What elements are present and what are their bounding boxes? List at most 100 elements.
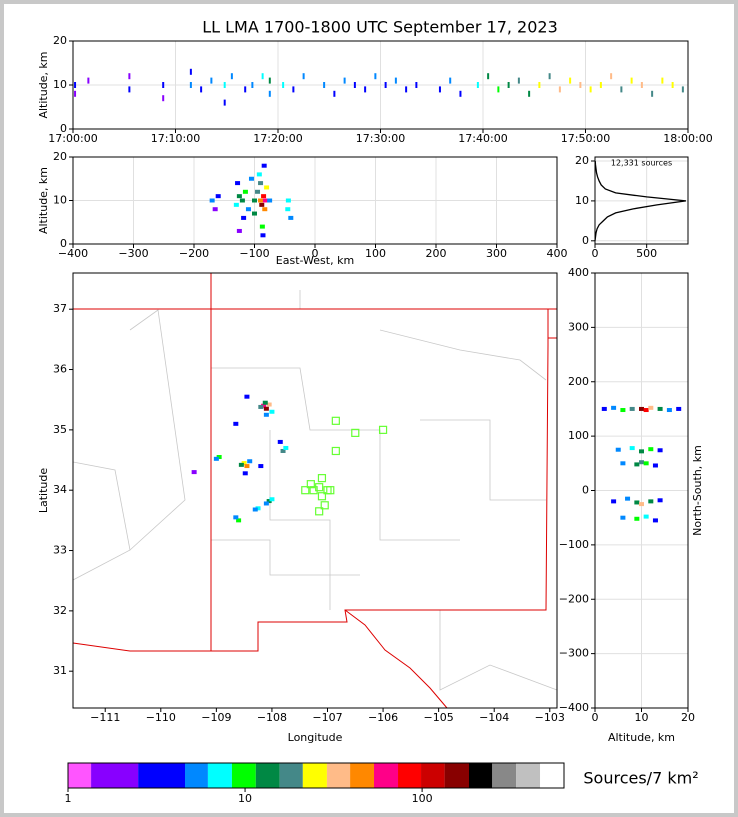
county-line — [420, 419, 546, 501]
y-tick-label: 0 — [582, 484, 589, 497]
source-density — [648, 447, 654, 452]
source-density — [223, 82, 226, 88]
source-density — [487, 73, 490, 80]
source-density — [248, 176, 254, 181]
map-borders — [72, 273, 558, 709]
source-density — [449, 77, 452, 84]
source-density — [285, 198, 291, 203]
source-density — [245, 207, 251, 212]
source-density — [610, 73, 613, 80]
y-tick-label: 10 — [575, 194, 589, 207]
source-density — [438, 86, 441, 93]
colorbar-segment — [255, 763, 280, 788]
x-tick-label: −107 — [312, 711, 342, 724]
source-density — [625, 496, 631, 501]
source-density — [223, 99, 226, 106]
source-density — [244, 86, 247, 93]
x-tick-label: 20 — [681, 711, 695, 724]
x-axis-label: Altitude, km — [608, 731, 675, 744]
station — [315, 507, 324, 516]
source-density — [242, 189, 248, 194]
y-tick-label: 20 — [53, 34, 67, 47]
source-density — [263, 412, 269, 417]
source-density — [517, 77, 520, 84]
y-axis-label: Altitude, km — [37, 167, 50, 234]
source-density — [261, 403, 267, 408]
source-density — [615, 447, 621, 452]
source-density — [230, 73, 233, 80]
x-tick-label: 400 — [547, 247, 568, 260]
x-tick-label: 17:50:00 — [561, 132, 610, 145]
x-tick-label: −109 — [201, 711, 231, 724]
county-lines — [72, 290, 558, 691]
source-density — [268, 90, 271, 97]
source-density — [244, 394, 250, 399]
state-lines — [72, 273, 557, 709]
x-tick-label: 10 — [635, 711, 649, 724]
station — [351, 428, 360, 437]
station — [301, 486, 310, 495]
source-density — [262, 198, 268, 203]
x-tick-label: 17:10:00 — [151, 132, 200, 145]
source-density — [384, 82, 387, 88]
y-tick-label: 31 — [53, 664, 67, 677]
source-density — [235, 181, 241, 186]
source-density — [643, 408, 649, 413]
source-density — [548, 73, 551, 80]
source-density — [266, 499, 272, 504]
colorbar-segment — [302, 763, 327, 788]
county-line — [269, 430, 331, 610]
source-density — [657, 406, 663, 411]
source-density — [611, 405, 617, 410]
source-density — [233, 515, 239, 520]
source-density — [652, 463, 658, 468]
x-tick-label: 1 — [65, 792, 72, 805]
source-density — [258, 404, 264, 409]
source-density — [601, 406, 607, 411]
y-tick-label: 20 — [53, 150, 67, 163]
source-density — [353, 82, 356, 88]
colorbar-segment — [421, 763, 445, 788]
source-density — [236, 228, 242, 233]
source-density — [162, 95, 165, 102]
source-density — [657, 498, 663, 503]
source-density — [251, 82, 254, 88]
station — [323, 486, 332, 495]
source-density — [639, 502, 644, 507]
source-density — [323, 82, 326, 88]
source-density — [620, 515, 626, 520]
colorbar-label: Sources/7 km² — [583, 769, 698, 788]
source-density — [651, 90, 654, 97]
source-density — [280, 448, 286, 453]
y-axis-label: North-South, km — [691, 445, 704, 536]
colorbar-segment — [231, 763, 256, 788]
source-density — [263, 501, 269, 506]
source-density — [258, 181, 264, 186]
x-axis-label: Longitude — [288, 731, 343, 744]
source-density — [648, 405, 654, 410]
source-density — [200, 86, 203, 93]
source-density — [639, 406, 644, 411]
source-density — [589, 86, 592, 93]
y-tick-label: 36 — [53, 363, 67, 376]
source-density — [639, 460, 644, 465]
x-tick-label: 17:40:00 — [458, 132, 507, 145]
source-density — [258, 198, 264, 203]
colorbar-segment — [398, 763, 422, 788]
x-tick-label: 0 — [592, 247, 599, 260]
source-density — [648, 499, 654, 504]
chart-title: LL LMA 1700-1800 UTC September 17, 2023 — [202, 18, 558, 37]
source-density — [569, 77, 572, 84]
source-density — [640, 82, 643, 88]
source-density — [538, 82, 541, 88]
source-density — [262, 207, 268, 212]
source-density — [629, 406, 635, 411]
x-tick-label: 100 — [412, 792, 433, 805]
source-density — [558, 86, 561, 93]
source-density — [415, 82, 418, 88]
x-tick-label: 10 — [238, 792, 252, 805]
y-axis-label: Latitude — [37, 468, 50, 514]
source-density — [676, 406, 682, 411]
station — [317, 492, 327, 501]
source-density — [269, 497, 275, 502]
